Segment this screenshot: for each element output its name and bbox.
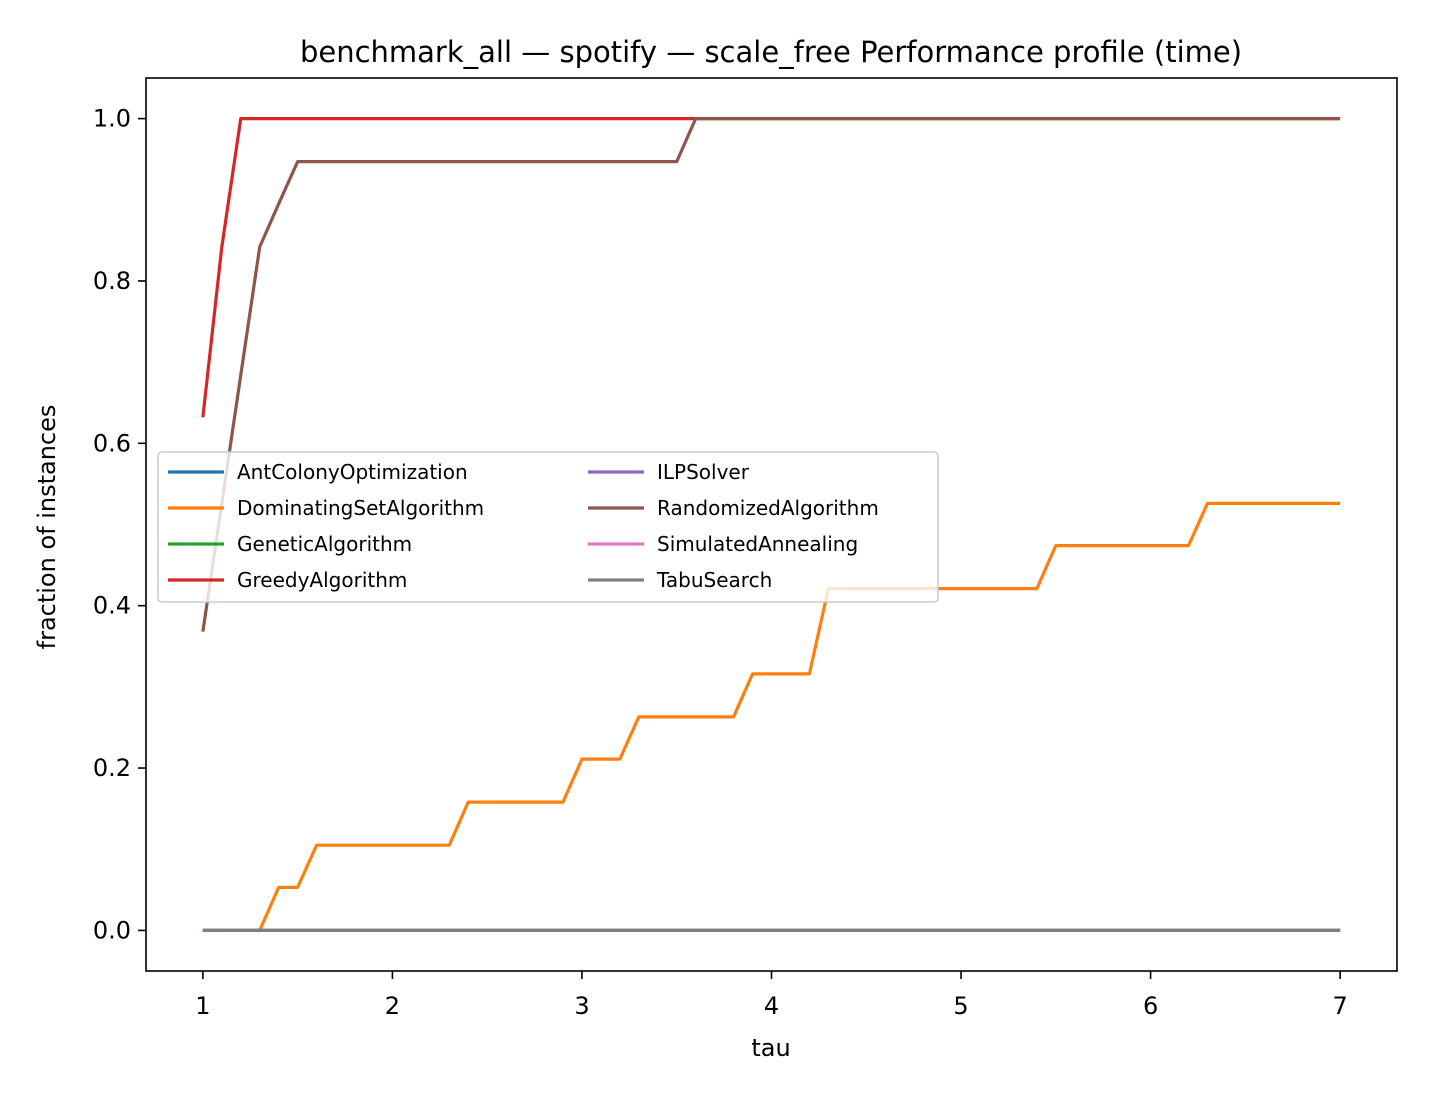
legend-label: GeneticAlgorithm (237, 532, 412, 556)
plot-area (145, 77, 1398, 972)
y-tick-label: 0.0 (93, 916, 131, 944)
y-axis-label: fraction of instances (33, 405, 61, 650)
legend-label: GreedyAlgorithm (237, 568, 407, 592)
x-axis-label: tau (751, 1034, 790, 1062)
series-line-dominatingsetalgorithm (202, 501, 1341, 933)
legend-label: RandomizedAlgorithm (657, 496, 879, 520)
y-tick-label: 0.6 (93, 429, 131, 457)
x-tick-label: 4 (764, 992, 779, 1020)
y-tick-label: 0.8 (93, 267, 131, 295)
chart-title: benchmark_all — spotify — scale_free Per… (300, 35, 1242, 69)
legend-label: SimulatedAnnealing (657, 532, 858, 556)
x-tick-label: 5 (953, 992, 968, 1020)
x-tick-label: 2 (385, 992, 400, 1020)
x-tick-label: 1 (195, 992, 210, 1020)
x-tick-label: 3 (574, 992, 589, 1020)
y-tick-label: 0.2 (93, 754, 131, 782)
legend-label: AntColonyOptimization (237, 460, 468, 484)
legend-label: TabuSearch (656, 568, 772, 592)
legend: AntColonyOptimization DominatingSetAlgori… (157, 451, 939, 603)
y-tick-label: 0.4 (93, 592, 131, 620)
x-axis: 1 2 3 4 5 6 7 (195, 971, 1348, 1020)
y-tick-label: 1.0 (93, 105, 131, 133)
x-tick-label: 6 (1143, 992, 1158, 1020)
y-axis: 0.0 0.2 0.4 0.6 0.8 1.0 (93, 105, 146, 944)
x-tick-label: 7 (1332, 992, 1347, 1020)
legend-label: ILPSolver (657, 460, 750, 484)
legend-box (157, 451, 939, 603)
legend-label: DominatingSetAlgorithm (237, 496, 484, 520)
